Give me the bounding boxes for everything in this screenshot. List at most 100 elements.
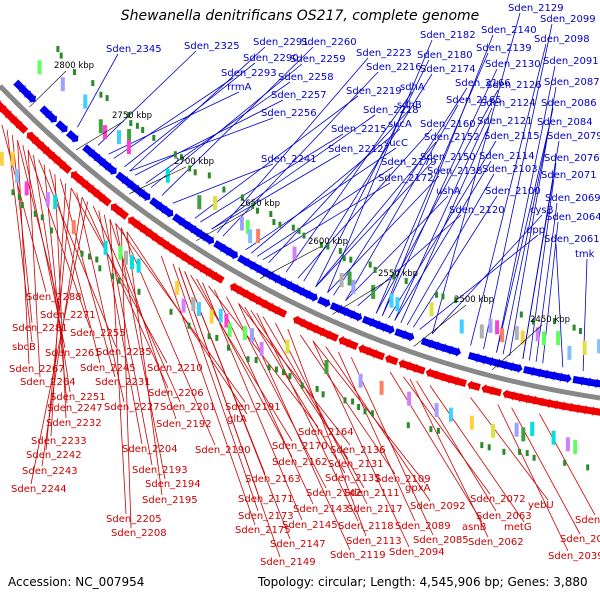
feature-marker: [222, 186, 226, 193]
feature-marker: [343, 397, 347, 404]
feature-marker: [518, 448, 522, 455]
reverse-gene-label: Sden_2227: [104, 402, 160, 413]
reverse-gene-leader: [109, 219, 127, 515]
reverse-gene-label: Sden_2163: [245, 474, 301, 485]
forward-gene-arrow: [304, 290, 318, 302]
reverse-gene-leader: [76, 192, 125, 403]
feature-block: [175, 280, 180, 295]
feature-marker: [297, 227, 301, 234]
feature-marker: [368, 261, 372, 268]
forward-gene-leader: [522, 179, 554, 359]
forward-gene-leader: [303, 73, 433, 282]
feature-block: [242, 326, 247, 340]
forward-gene-leader: [262, 182, 391, 261]
reverse-gene-label: Sden_2039: [548, 551, 600, 562]
forward-gene-label: Sden_2140: [481, 25, 537, 36]
feature-block: [248, 229, 253, 244]
reverse-gene-label: Sden_2135: [325, 473, 381, 484]
feature-block: [582, 340, 587, 355]
feature-marker: [553, 318, 556, 325]
feature-block: [10, 151, 15, 166]
feature-marker: [269, 211, 273, 217]
feature-block: [126, 140, 131, 155]
feature-block: [448, 407, 453, 422]
reverse-gene-leader: [350, 357, 434, 536]
reverse-gene-arrow: [488, 385, 502, 397]
reverse-gene-label: Sden_2109: [375, 474, 431, 485]
feature-block: [118, 245, 123, 260]
feature-marker: [532, 318, 535, 325]
forward-gene-leader: [315, 161, 433, 288]
forward-gene-leader: [333, 87, 468, 296]
forward-gene-leader: [394, 160, 492, 321]
feature-block: [479, 324, 484, 339]
reverse-gene-label: Sden_2206: [148, 388, 204, 399]
reverse-gene-leader: [126, 231, 248, 415]
reverse-gene-label: Sden_2243: [22, 466, 78, 477]
forward-gene-leader: [124, 62, 256, 168]
forward-gene-label: Sden_2165: [446, 95, 502, 106]
reverse-gene-leader: [59, 178, 116, 378]
feature-marker: [342, 255, 346, 262]
forward-gene-leader: [129, 117, 274, 172]
feature-block: [520, 330, 525, 345]
forward-gene-leader: [419, 234, 539, 330]
reverse-gene-label: Sden_2267: [9, 364, 65, 375]
forward-gene-arrow: [44, 110, 58, 123]
forward-gene-arrow: [137, 188, 151, 202]
feature-marker: [480, 442, 484, 449]
reverse-gene-label: Sden_2092: [410, 501, 466, 512]
reverse-gene-label: Sden_2136: [330, 445, 386, 456]
forward-gene-leader: [406, 173, 495, 326]
reverse-gene-arrow: [589, 406, 600, 417]
feature-marker: [572, 324, 576, 331]
feature-block: [209, 309, 214, 324]
feature-block: [213, 196, 218, 210]
forward-gene-label: Sden_2099: [540, 14, 596, 25]
feature-marker: [300, 382, 304, 389]
reverse-gene-leader: [172, 263, 259, 512]
forward-gene-arrow: [381, 323, 395, 335]
reverse-gene-label: Sden_2264: [20, 377, 76, 388]
feature-block: [347, 271, 352, 286]
forward-gene-label: Sden_2087: [544, 77, 600, 88]
reverse-gene-label: Sden_2271: [40, 310, 96, 321]
feature-marker: [326, 243, 330, 250]
reverse-gene-leader: [17, 140, 30, 365]
feature-tracks: [0, 46, 600, 471]
reverse-gene-leader: [256, 313, 359, 522]
forward-gene-leader: [529, 162, 557, 361]
reverse-gene-leader: [403, 376, 491, 495]
kbp-tick-label: 2500 kbp: [454, 295, 494, 305]
reverse-gene-label: Sden_2032: [560, 534, 600, 545]
reverse-gene-label: gpxA: [405, 483, 431, 494]
kbp-tick-label: 2600 kbp: [308, 237, 348, 247]
feature-marker: [88, 253, 91, 260]
forward-gene-leader: [502, 107, 554, 355]
forward-gene-leader: [161, 46, 314, 196]
forward-gene-label: Sden_2160: [420, 119, 476, 130]
feature-block: [395, 297, 400, 312]
reverse-gene-label: Sden_2171: [238, 494, 294, 505]
reverse-gene-label: Sden_2251: [50, 392, 106, 403]
forward-gene-leader: [172, 163, 274, 204]
forward-gene-label: sucC: [384, 138, 408, 149]
reverse-gene-leader: [160, 255, 256, 526]
forward-gene-label: Sden_2138: [427, 166, 483, 177]
reverse-gene-leader: [244, 306, 346, 474]
feature-marker: [17, 193, 21, 200]
feature-marker: [59, 52, 63, 59]
forward-gene-label: Sden_2129: [508, 3, 564, 14]
feature-marker: [363, 408, 367, 415]
feature-block: [371, 284, 376, 299]
feature-marker: [95, 256, 99, 263]
kbp-tick-label: 2550 kbp: [378, 269, 418, 279]
feature-marker: [152, 134, 156, 141]
forward-gene-label: Sden_2152: [424, 132, 480, 143]
forward-gene-label: Sden_2241: [261, 154, 317, 165]
reverse-gene-leader: [416, 381, 497, 512]
reverse-gene-label: Sden_2147: [270, 539, 326, 550]
reverse-gene-label: Sden_2062: [468, 537, 524, 548]
reverse-gene-label: Sden_2118: [338, 521, 394, 532]
